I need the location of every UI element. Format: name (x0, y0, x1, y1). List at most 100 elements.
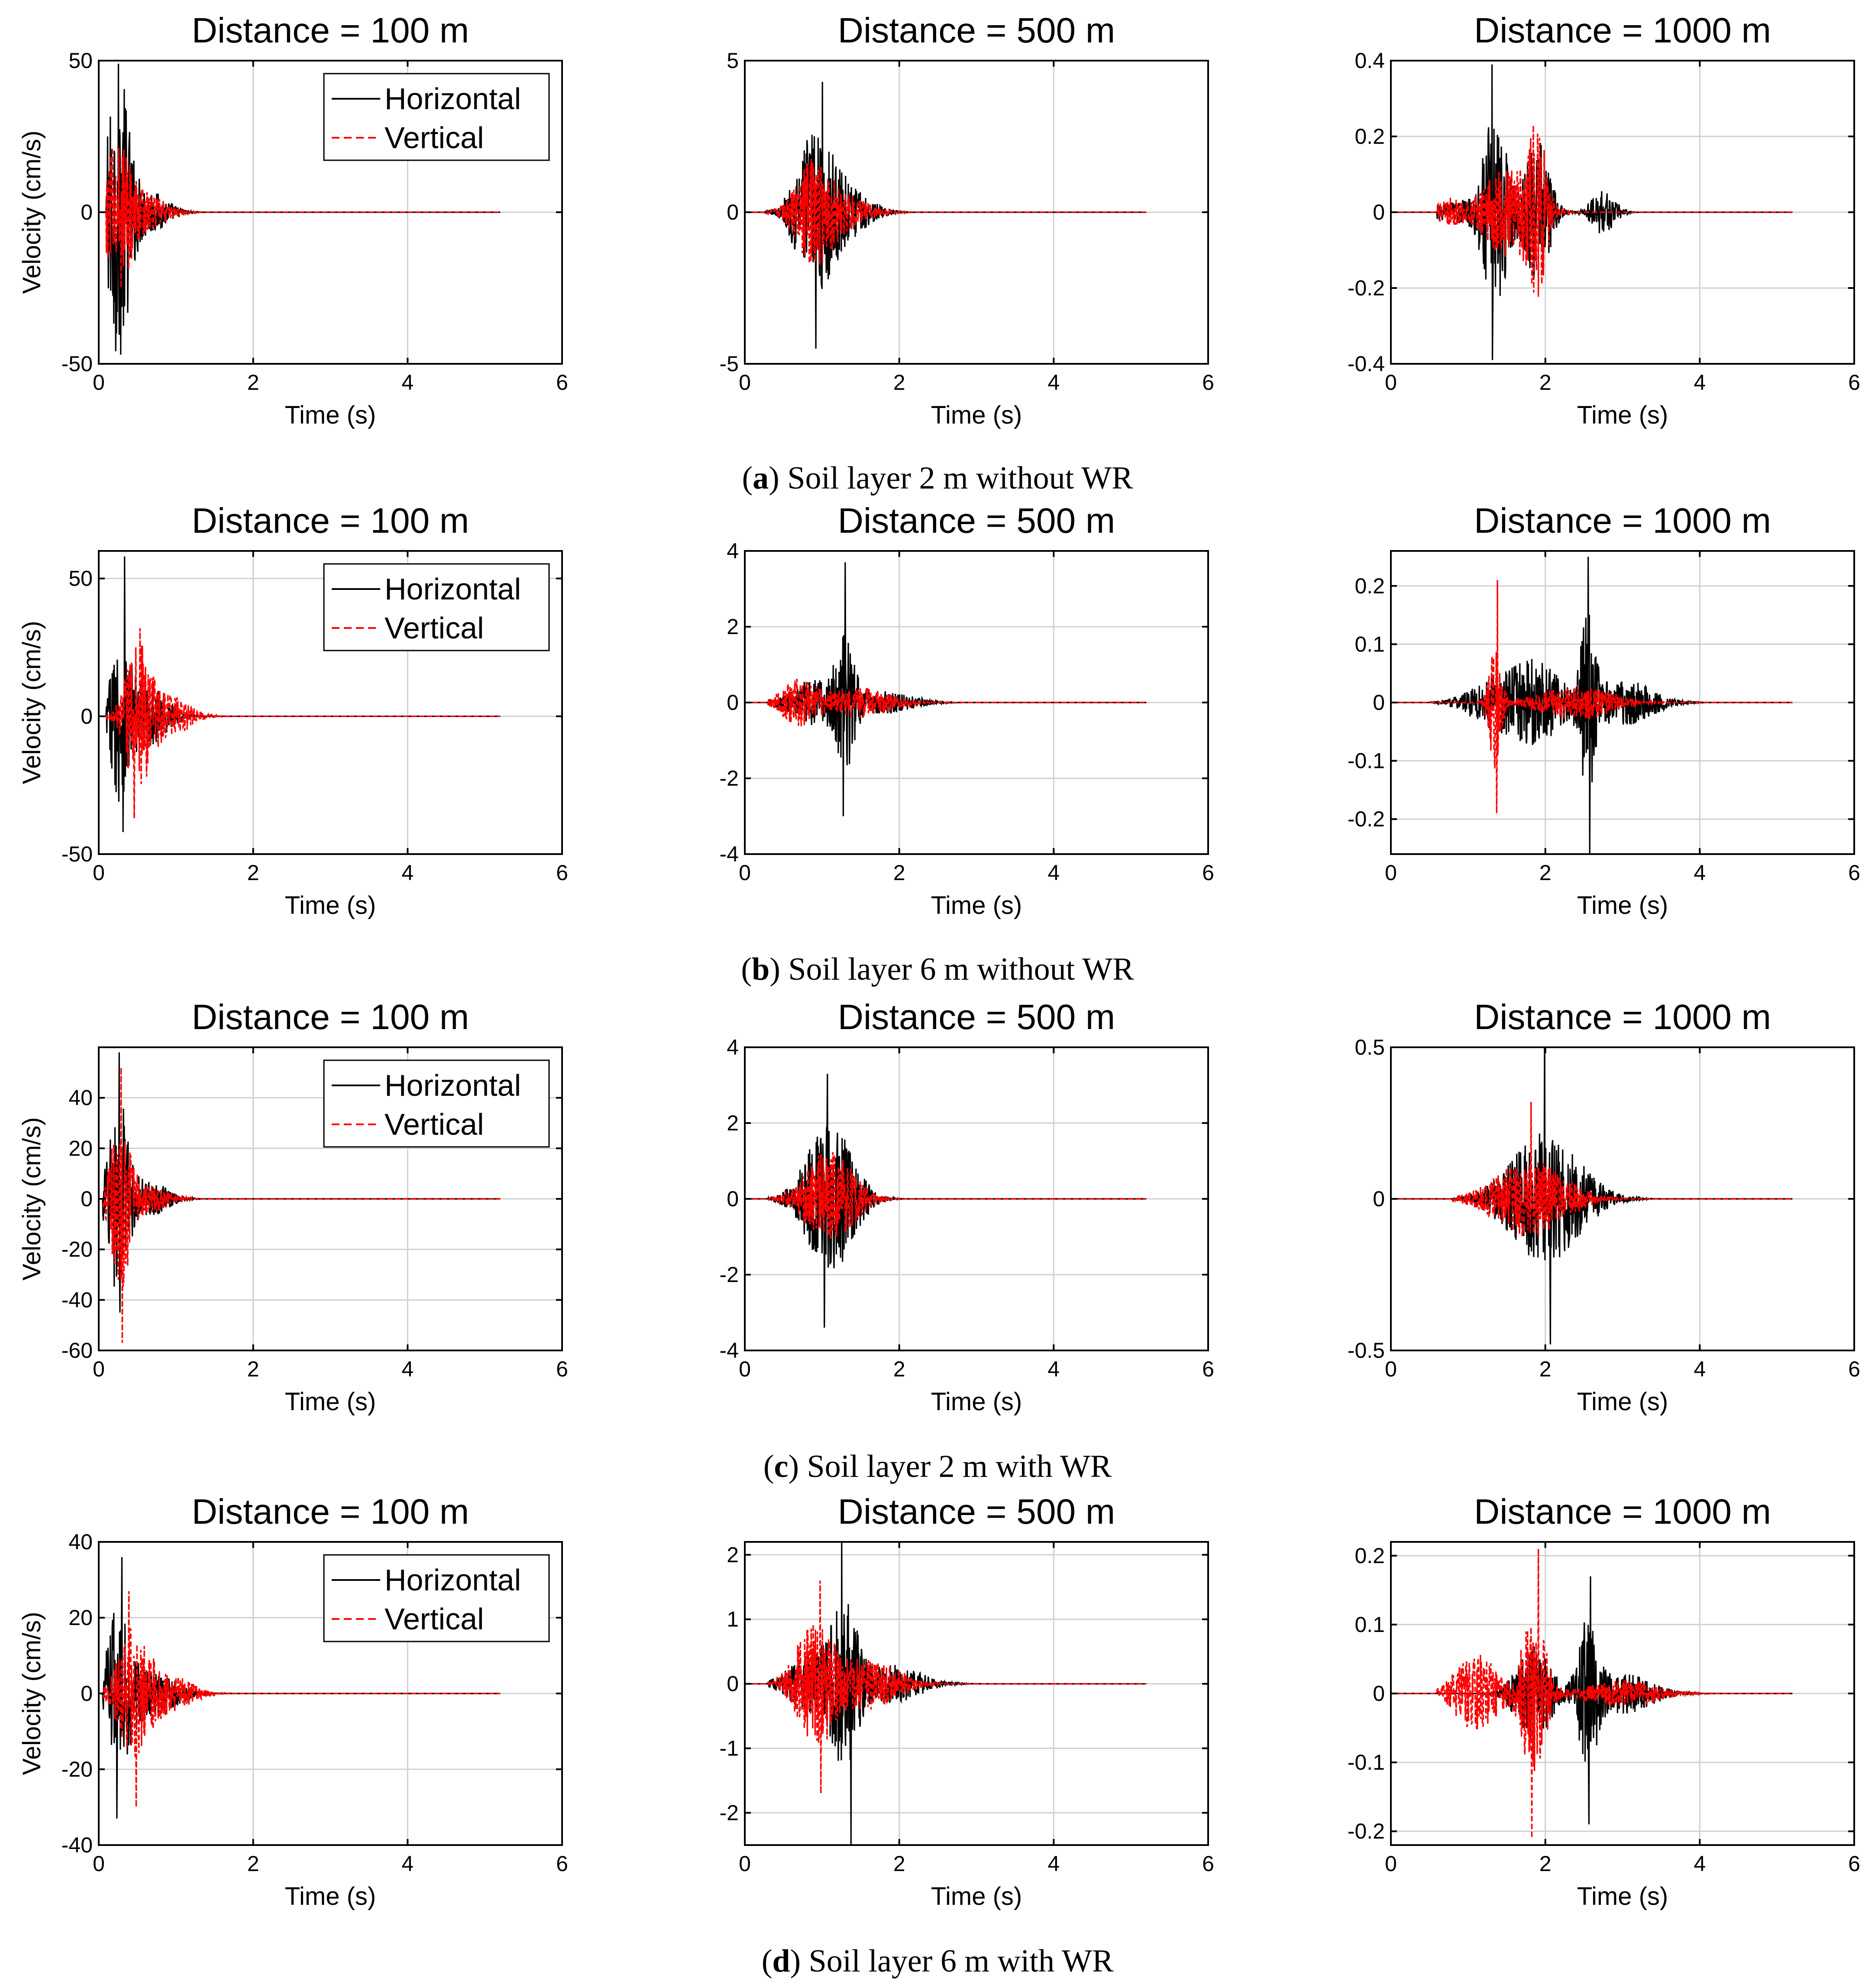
y-tick-label: -0.4 (1348, 352, 1385, 376)
legend-label-vertical: Vertical (385, 1107, 484, 1141)
y-tick-label: -5 (720, 352, 739, 376)
subplot-r2c1: 0 2 4 6 -4 -2 0 2 4 Distance = 500 m Time (s) (720, 997, 1214, 1416)
legend-box (323, 73, 550, 161)
y-axis-label: Velocity (cm/s) (18, 1117, 46, 1280)
legend: Horizontal Vertical (323, 1554, 550, 1642)
y-tick-label: 0 (1373, 200, 1385, 224)
y-tick-label: 0 (81, 704, 93, 729)
legend-box (323, 563, 550, 651)
y-tick-label: -0.1 (1348, 1750, 1385, 1774)
x-axis-label: Time (s) (931, 1882, 1022, 1910)
caption-letter: c (774, 1449, 788, 1484)
caption-letter: b (752, 952, 769, 987)
series-vertical (745, 1152, 1147, 1239)
x-axis-label: Time (s) (1577, 401, 1668, 429)
subplot-title: Distance = 500 m (838, 997, 1115, 1037)
legend-label-vertical: Vertical (385, 121, 484, 155)
row-caption: (d) Soil layer 6 m with WR (762, 1943, 1114, 1979)
subplot-title: Distance = 500 m (838, 11, 1115, 50)
x-axis-label: Time (s) (931, 401, 1022, 429)
x-tick-label: 2 (1539, 1357, 1552, 1381)
y-tick-label: -0.5 (1348, 1338, 1385, 1363)
x-tick-label: 2 (1539, 861, 1552, 885)
series-vertical (745, 679, 1147, 726)
axes-frame (744, 1541, 1209, 1846)
caption-text: Soil layer 2 m with WR (807, 1449, 1112, 1484)
y-tick-label: 2 (727, 1111, 739, 1135)
y-tick-label: -2 (720, 1263, 739, 1287)
x-tick-label: 4 (1047, 370, 1060, 395)
x-tick-label: 2 (247, 861, 259, 885)
series-horizontal (99, 1052, 501, 1313)
y-tick-label: 50 (68, 49, 93, 73)
y-tick-label: 0.4 (1355, 49, 1385, 73)
caption-letter: d (772, 1943, 790, 1979)
x-tick-label: 6 (1202, 861, 1214, 885)
x-tick-label: 0 (739, 861, 751, 885)
y-tick-label: 0 (1373, 1681, 1385, 1706)
y-tick-label: 5 (727, 49, 739, 73)
legend: Horizontal Vertical (323, 73, 550, 161)
x-tick-label: 0 (93, 1357, 105, 1381)
y-tick-label: -40 (61, 1833, 93, 1857)
subplot-title: Distance = 500 m (838, 501, 1115, 541)
y-tick-label: 20 (68, 1606, 93, 1630)
x-tick-label: 2 (247, 1852, 259, 1876)
x-axis-label: Time (s) (285, 401, 376, 429)
legend-label-vertical: Vertical (385, 611, 484, 645)
subplot-title: Distance = 1000 m (1474, 997, 1771, 1037)
y-tick-label: 0 (81, 1187, 93, 1211)
x-tick-label: 6 (1202, 1852, 1214, 1876)
y-axis-label: Velocity (cm/s) (18, 1612, 46, 1775)
series-horizontal (99, 1557, 501, 1819)
x-tick-label: 4 (1694, 370, 1706, 395)
y-tick-label: -2 (720, 766, 739, 790)
y-axis-label: Velocity (cm/s) (18, 130, 46, 294)
y-tick-label: -50 (61, 352, 93, 376)
x-axis-label: Time (s) (1577, 891, 1668, 920)
subplot-r3c0: 0 2 4 6 -40 -20 0 20 40 Distance = 100 m Time (s) V… (18, 1492, 568, 1910)
y-axis-label: Velocity (cm/s) (18, 621, 46, 784)
x-tick-label: 4 (1694, 861, 1706, 885)
x-tick-label: 2 (893, 1357, 905, 1381)
x-tick-label: 4 (1694, 1357, 1706, 1381)
x-tick-label: 4 (401, 370, 414, 395)
series-vertical (99, 1591, 501, 1807)
x-tick-label: 0 (739, 1852, 751, 1876)
y-tick-label: 0.2 (1355, 574, 1385, 598)
y-tick-label: 0 (727, 690, 739, 715)
y-tick-label: 0 (727, 1672, 739, 1696)
y-tick-label: 0 (81, 200, 93, 224)
series-vertical (99, 628, 501, 819)
legend-label-horizontal: Horizontal (385, 82, 521, 116)
x-tick-label: 4 (1047, 861, 1060, 885)
x-tick-label: 6 (1848, 1852, 1860, 1876)
x-tick-label: 0 (1385, 1357, 1397, 1381)
legend: Horizontal Vertical (323, 1059, 550, 1148)
x-tick-label: 6 (1202, 370, 1214, 395)
subplot-r1c2: 0 2 4 6 -0.2 -0.1 0 0.1 0.2 Distance = 1000 m Time… (1348, 501, 1860, 920)
caption-text: Soil layer 6 m without WR (788, 952, 1134, 987)
x-axis-label: Time (s) (285, 1388, 376, 1416)
x-tick-label: 2 (247, 1357, 259, 1381)
row-caption: (c) Soil layer 2 m with WR (763, 1449, 1112, 1484)
y-tick-label: 0.1 (1355, 632, 1385, 656)
y-tick-label: -40 (61, 1288, 93, 1312)
caption-letter: a (753, 460, 769, 496)
subplot-r3c2: 0 2 4 6 -0.2 -0.1 0 0.1 0.2 Distance = 1000 m Time… (1348, 1492, 1860, 1910)
y-tick-label: 4 (727, 539, 739, 563)
subplot-title: Distance = 500 m (838, 1492, 1115, 1531)
x-tick-label: 6 (556, 370, 568, 395)
subplot-r2c0: 0 2 4 6 -60 -40 -20 0 20 40 Distance = 100 m Time (… (18, 997, 568, 1416)
x-tick-label: 4 (401, 861, 414, 885)
x-tick-label: 6 (1848, 1357, 1860, 1381)
y-tick-label: 40 (68, 1530, 93, 1554)
y-tick-label: 2 (727, 615, 739, 639)
row-caption: (a) Soil layer 2 m without WR (742, 460, 1133, 496)
x-tick-label: 0 (1385, 861, 1397, 885)
caption-text: Soil layer 2 m without WR (787, 460, 1133, 496)
legend-box (323, 1554, 550, 1642)
series-vertical (99, 1067, 501, 1343)
